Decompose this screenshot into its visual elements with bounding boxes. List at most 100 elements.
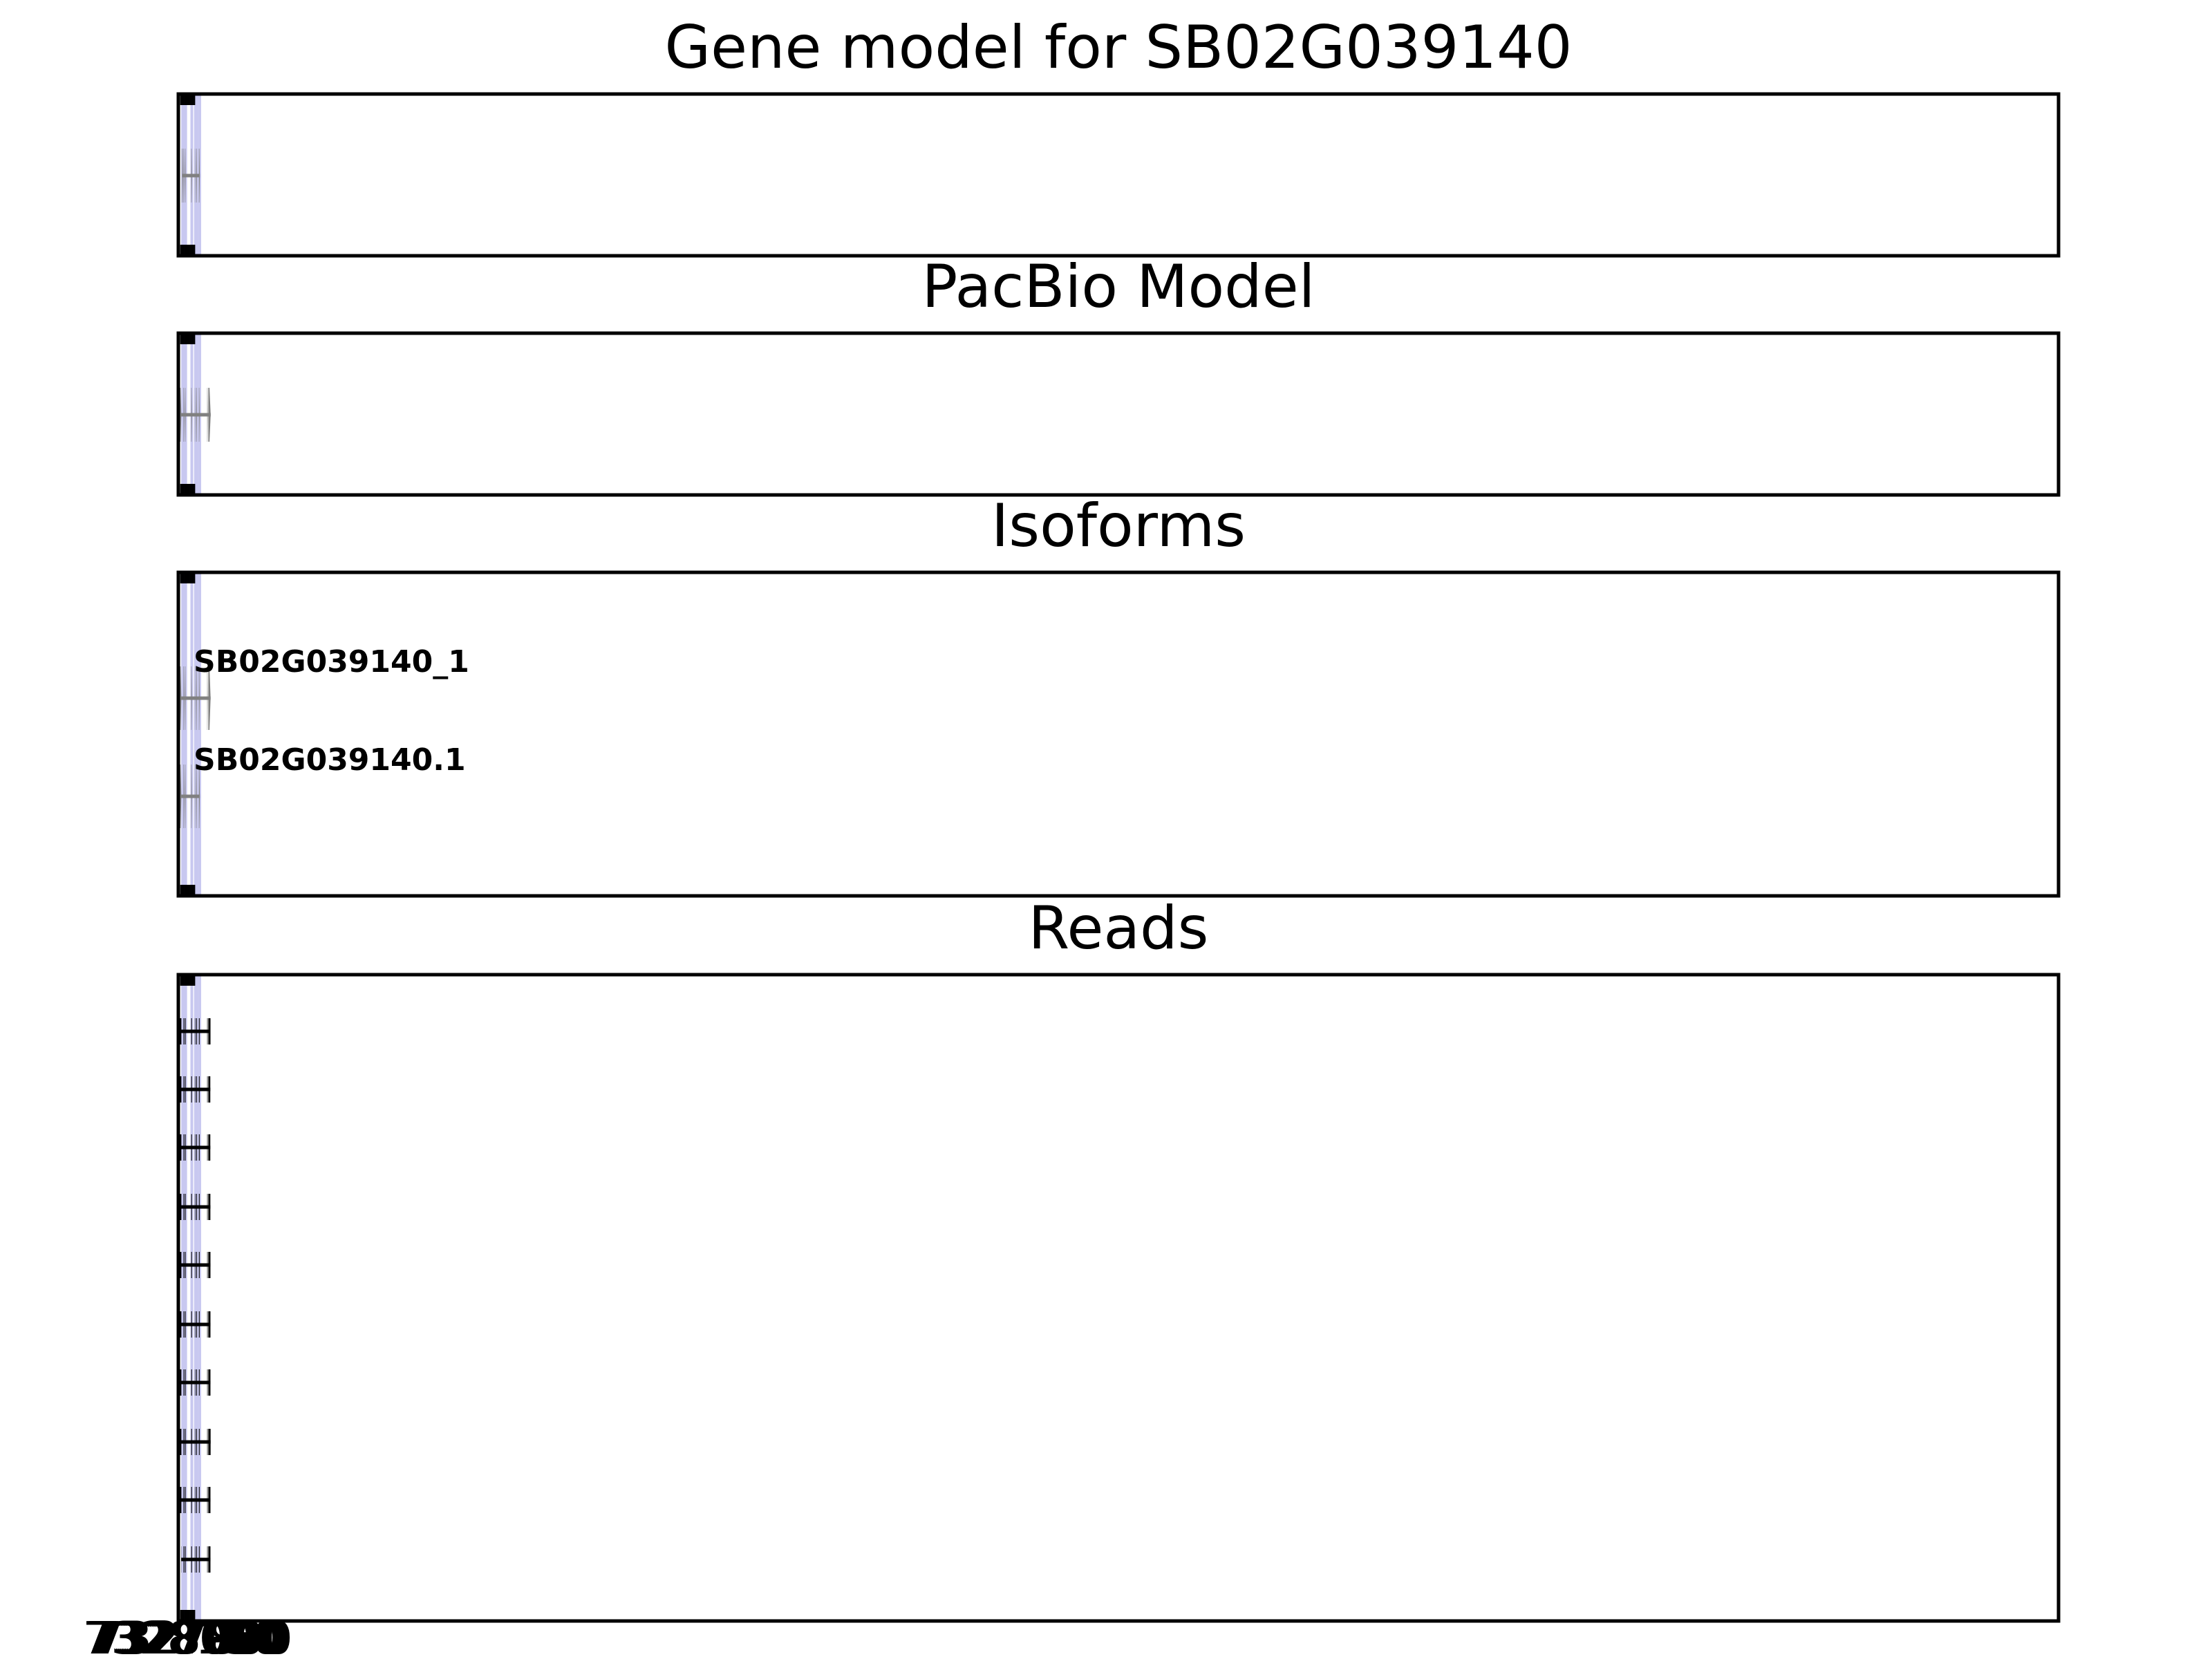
read-exon bbox=[194, 1487, 196, 1513]
read-exon bbox=[191, 1546, 192, 1573]
read-exon bbox=[180, 1194, 182, 1220]
read-exon bbox=[185, 1369, 186, 1396]
exon-arrow bbox=[185, 765, 186, 828]
x-tick-label: 7328000 bbox=[88, 1613, 285, 1659]
read-exon bbox=[194, 1194, 196, 1220]
read-exon bbox=[196, 1194, 197, 1220]
exon-arrow bbox=[208, 666, 211, 730]
read-exon bbox=[191, 1369, 192, 1396]
read-exon bbox=[191, 1311, 192, 1338]
highlight-band bbox=[198, 571, 201, 897]
read-exon bbox=[180, 1076, 182, 1103]
read-exon bbox=[191, 1194, 192, 1220]
highlight-layer bbox=[181, 93, 201, 1622]
exon-arrow bbox=[198, 765, 200, 828]
exon-arrow bbox=[183, 765, 185, 828]
exon-arrow bbox=[180, 388, 182, 442]
read-exon bbox=[208, 1076, 211, 1103]
read-exon bbox=[208, 1429, 211, 1455]
tick-layer bbox=[180, 94, 196, 1621]
read-exon bbox=[185, 1252, 186, 1278]
read-exon bbox=[196, 1311, 197, 1338]
highlight-band bbox=[195, 973, 198, 1622]
read-exon bbox=[207, 1429, 208, 1455]
read-exon bbox=[191, 1134, 192, 1161]
read-exon bbox=[183, 1429, 185, 1455]
read-exon bbox=[198, 1487, 200, 1513]
read-exon bbox=[207, 1252, 208, 1278]
read-exon bbox=[196, 1369, 197, 1396]
exon-arrow bbox=[194, 765, 196, 828]
x-tick-label: 7327850 bbox=[94, 1613, 291, 1659]
exon-arrow bbox=[185, 388, 186, 442]
read-exon bbox=[207, 1076, 208, 1103]
panel-title: Reads bbox=[1029, 894, 1209, 963]
read-exon bbox=[185, 1311, 186, 1338]
read-exon bbox=[208, 1194, 211, 1220]
read-exon bbox=[185, 1487, 186, 1513]
exon-arrow bbox=[191, 149, 192, 203]
read-exon bbox=[198, 1252, 200, 1278]
isoform-label: SB02G039140_1 bbox=[194, 644, 469, 679]
read-exon bbox=[191, 1018, 192, 1044]
read-exon bbox=[196, 1546, 197, 1573]
highlight-band bbox=[190, 973, 194, 1622]
read-exon bbox=[207, 1546, 208, 1573]
read-exon bbox=[196, 1252, 197, 1278]
read-exon bbox=[198, 1194, 200, 1220]
read-exon bbox=[183, 1369, 185, 1396]
exon-arrow bbox=[198, 149, 200, 203]
read-exon bbox=[196, 1018, 197, 1044]
exon-arrow bbox=[207, 666, 208, 730]
exon-arrow bbox=[183, 149, 185, 203]
x-tick-label: 7327950 bbox=[90, 1613, 287, 1659]
highlight-band bbox=[198, 973, 201, 1622]
read-exon bbox=[194, 1429, 196, 1455]
exon-arrow bbox=[191, 388, 192, 442]
read-exon bbox=[185, 1546, 186, 1573]
read-exon bbox=[191, 1252, 192, 1278]
panel-frame bbox=[176, 92, 2061, 258]
read-exon bbox=[180, 1134, 182, 1161]
exon-arrow bbox=[194, 666, 196, 730]
read-exon bbox=[194, 1252, 196, 1278]
panel-title: Gene model for SB02G039140 bbox=[665, 13, 1573, 82]
exon-arrow bbox=[198, 666, 200, 730]
read-exon bbox=[191, 1487, 192, 1513]
read-exon bbox=[185, 1194, 186, 1220]
exon-arrow bbox=[198, 388, 200, 442]
read-exon bbox=[180, 1252, 182, 1278]
read-exon bbox=[198, 1018, 200, 1044]
read-exon bbox=[207, 1134, 208, 1161]
exon-arrow bbox=[180, 765, 182, 828]
exon-arrow bbox=[185, 149, 186, 203]
read-exon bbox=[194, 1311, 196, 1338]
read-exon bbox=[183, 1311, 185, 1338]
isoform-label: SB02G039140.1 bbox=[194, 742, 466, 778]
read-exon bbox=[183, 1546, 185, 1573]
read-exon bbox=[183, 1194, 185, 1220]
exon-arrow bbox=[207, 388, 208, 442]
read-exon bbox=[191, 1429, 192, 1455]
read-exon bbox=[208, 1369, 211, 1396]
read-exon bbox=[196, 1487, 197, 1513]
exon-arrow bbox=[185, 666, 186, 730]
exon-arrow bbox=[191, 765, 192, 828]
read-exon bbox=[194, 1076, 196, 1103]
read-exon bbox=[180, 1429, 182, 1455]
panel-frame bbox=[176, 570, 2061, 898]
read-exon bbox=[194, 1546, 196, 1573]
read-exon bbox=[208, 1252, 211, 1278]
panel-title: Isoforms bbox=[991, 491, 1246, 561]
read-exon bbox=[183, 1018, 185, 1044]
exon-arrow bbox=[196, 388, 198, 442]
read-exon bbox=[207, 1018, 208, 1044]
panel-title: PacBio Model bbox=[921, 252, 1315, 321]
highlight-band bbox=[195, 571, 198, 897]
read-exon bbox=[180, 1487, 182, 1513]
highlight-band bbox=[194, 571, 197, 897]
x-tick-label: 7328150 bbox=[83, 1613, 280, 1659]
panel-frame bbox=[176, 331, 2061, 497]
read-exon bbox=[198, 1076, 200, 1103]
read-exon bbox=[196, 1076, 197, 1103]
